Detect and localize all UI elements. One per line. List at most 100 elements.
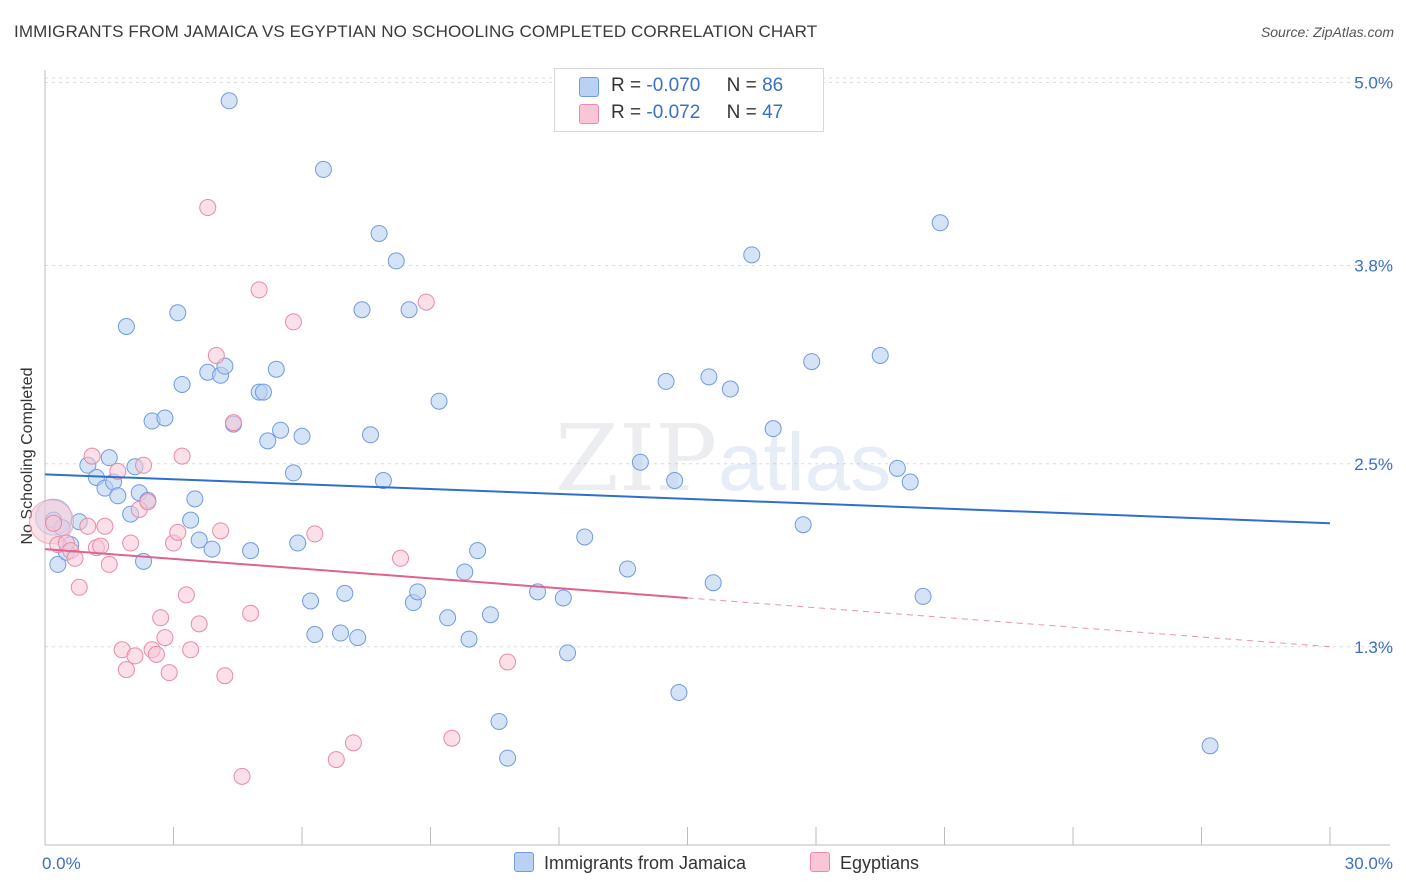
point-jamaica bbox=[336, 584, 354, 602]
point-jamaica bbox=[430, 392, 448, 410]
point-jamaica bbox=[499, 749, 517, 767]
y-tick-label: 2.5% bbox=[1354, 455, 1393, 474]
point-jamaica bbox=[306, 626, 324, 644]
point-jamaica bbox=[914, 587, 932, 605]
point-jamaica bbox=[190, 531, 208, 549]
point-egyptians bbox=[92, 537, 110, 555]
x-tick-label: 0.0% bbox=[42, 854, 81, 873]
point-jamaica bbox=[314, 160, 332, 178]
tick-labels: 1.3% 2.5% 3.8% 5.0% 0.0% 30.0% bbox=[42, 74, 1393, 874]
point-egyptians bbox=[160, 664, 178, 682]
point-egyptians bbox=[169, 523, 187, 541]
point-egyptians bbox=[70, 578, 88, 596]
point-egyptians bbox=[45, 514, 63, 532]
point-jamaica bbox=[871, 346, 889, 364]
point-jamaica bbox=[182, 511, 200, 529]
point-egyptians bbox=[83, 447, 101, 465]
series-egyptians-points bbox=[28, 199, 517, 785]
point-jamaica bbox=[576, 528, 594, 546]
point-jamaica bbox=[169, 304, 187, 322]
axes bbox=[44, 70, 1390, 846]
point-jamaica bbox=[456, 563, 474, 581]
point-egyptians bbox=[233, 767, 251, 785]
trend-line-jamaica bbox=[44, 473, 1331, 525]
point-egyptians bbox=[344, 734, 362, 752]
point-jamaica bbox=[117, 318, 135, 335]
point-jamaica bbox=[109, 487, 127, 505]
point-egyptians bbox=[443, 729, 461, 747]
legend-r-value: -0.070 bbox=[646, 75, 701, 96]
point-egyptians bbox=[199, 199, 217, 217]
point-jamaica bbox=[387, 252, 405, 270]
point-jamaica bbox=[670, 684, 688, 701]
point-jamaica bbox=[666, 472, 684, 490]
point-egyptians bbox=[173, 447, 191, 465]
legend-text-jamaica: R = -0.070 N = 86 bbox=[611, 75, 783, 97]
point-jamaica bbox=[100, 449, 118, 467]
point-egyptians bbox=[224, 414, 242, 432]
point-jamaica bbox=[619, 560, 637, 578]
point-egyptians bbox=[109, 462, 127, 480]
point-jamaica bbox=[803, 353, 821, 371]
y-tick-label: 1.3% bbox=[1354, 638, 1393, 657]
point-jamaica bbox=[460, 630, 478, 648]
point-jamaica bbox=[49, 555, 67, 573]
point-egyptians bbox=[242, 604, 260, 622]
point-jamaica bbox=[259, 432, 277, 450]
chart-title: IMMIGRANTS FROM JAMAICA VS EGYPTIAN NO S… bbox=[14, 22, 818, 41]
point-jamaica bbox=[242, 542, 260, 560]
point-egyptians bbox=[66, 549, 84, 567]
point-egyptians bbox=[117, 661, 135, 679]
y-tick-label: 3.8% bbox=[1354, 257, 1393, 276]
point-jamaica bbox=[1201, 737, 1219, 755]
point-jamaica bbox=[743, 246, 761, 264]
point-jamaica bbox=[631, 453, 649, 471]
y-tick-label: 5.0% bbox=[1354, 74, 1393, 93]
point-jamaica bbox=[173, 375, 191, 393]
legend-n-label: N = bbox=[726, 75, 757, 96]
point-egyptians bbox=[207, 346, 225, 364]
bottom-legend-label: Immigrants from Jamaica bbox=[544, 853, 747, 873]
point-egyptians bbox=[79, 517, 97, 535]
point-jamaica bbox=[721, 380, 739, 398]
trend-lines bbox=[44, 473, 1331, 648]
point-egyptians bbox=[250, 281, 268, 299]
legend-n-value: 86 bbox=[762, 75, 784, 96]
point-jamaica bbox=[490, 712, 508, 730]
point-jamaica bbox=[370, 224, 388, 242]
bottom-legend-egyptians: Egyptians bbox=[810, 852, 919, 874]
point-jamaica bbox=[704, 574, 722, 592]
point-jamaica bbox=[901, 473, 919, 491]
point-egyptians bbox=[139, 493, 157, 511]
point-jamaica bbox=[888, 459, 906, 477]
point-egyptians bbox=[182, 641, 200, 659]
point-egyptians bbox=[156, 629, 174, 647]
point-jamaica bbox=[186, 490, 204, 508]
point-jamaica bbox=[156, 409, 174, 427]
point-egyptians bbox=[152, 609, 170, 627]
point-jamaica bbox=[349, 629, 367, 647]
point-egyptians bbox=[212, 522, 230, 540]
legend-r-label: R = bbox=[611, 75, 642, 96]
legend-text-egyptians: R = -0.072 N = 47 bbox=[611, 102, 783, 124]
point-jamaica bbox=[272, 421, 290, 439]
point-egyptians bbox=[190, 615, 208, 633]
point-jamaica bbox=[374, 472, 392, 490]
watermark-atlas: atlas bbox=[718, 417, 891, 508]
point-egyptians bbox=[100, 555, 118, 573]
point-jamaica bbox=[220, 92, 238, 110]
trend-line-egyptians bbox=[44, 548, 688, 599]
point-egyptians bbox=[135, 456, 153, 474]
legend-r-value: -0.072 bbox=[646, 102, 701, 123]
point-egyptians bbox=[327, 751, 345, 769]
legend-r-label: R = bbox=[611, 102, 642, 123]
point-jamaica bbox=[353, 301, 371, 319]
point-jamaica bbox=[302, 592, 320, 610]
point-egyptians bbox=[306, 525, 324, 543]
point-jamaica bbox=[481, 606, 499, 624]
point-jamaica bbox=[400, 301, 418, 319]
point-egyptians bbox=[392, 549, 410, 567]
point-jamaica bbox=[203, 540, 221, 558]
point-jamaica bbox=[469, 542, 487, 560]
